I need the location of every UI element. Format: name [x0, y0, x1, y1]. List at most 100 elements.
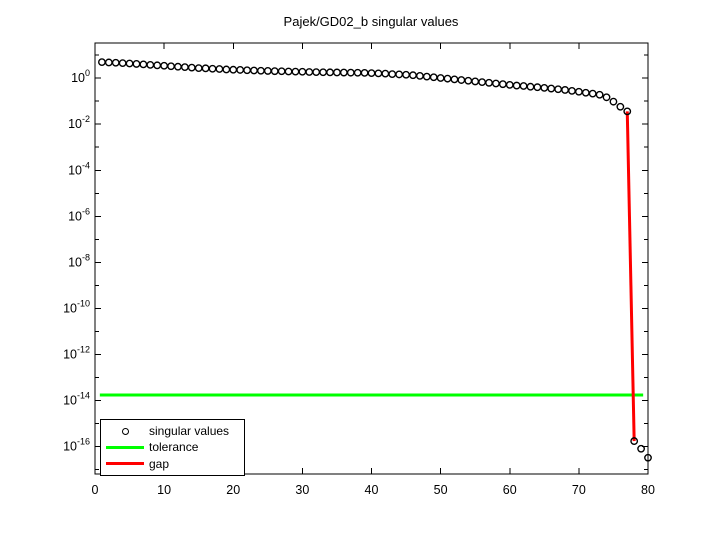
data-point — [568, 86, 576, 95]
data-point — [630, 437, 639, 445]
data-point — [574, 87, 583, 96]
data-point — [270, 67, 279, 76]
x-tick-label: 50 — [434, 483, 448, 497]
plot-border — [94, 42, 649, 475]
y-tick-label: 10-14 — [63, 390, 90, 407]
data-point — [339, 68, 348, 77]
data-point — [284, 67, 293, 76]
data-point — [450, 75, 459, 84]
data-point — [236, 66, 245, 74]
legend-item-tolerance: tolerance — [101, 439, 244, 455]
data-point — [277, 67, 286, 76]
data-point — [485, 78, 493, 87]
data-point — [533, 83, 542, 92]
data-point — [471, 77, 480, 86]
x-tick-label: 30 — [295, 483, 309, 497]
legend-item-singular-values: singular values — [101, 423, 244, 439]
data-point — [215, 65, 224, 73]
data-point — [346, 68, 355, 77]
data-point — [353, 68, 362, 77]
data-point — [229, 65, 238, 74]
data-point — [415, 71, 424, 80]
data-point — [436, 74, 445, 82]
data-point — [174, 62, 182, 71]
data-point — [457, 76, 466, 84]
data-point — [561, 86, 569, 94]
data-point — [602, 93, 611, 102]
data-point — [540, 83, 549, 92]
x-tick-label: 40 — [365, 483, 379, 497]
data-point — [547, 84, 556, 93]
data-point — [478, 78, 486, 87]
data-point — [111, 58, 120, 67]
gap-line — [625, 111, 636, 442]
data-point — [187, 63, 196, 72]
data-point — [298, 67, 307, 76]
data-point — [402, 70, 410, 79]
data-point — [305, 68, 314, 76]
data-point — [498, 80, 507, 89]
y-tick-label: 10-4 — [68, 160, 90, 177]
x-tick-label: 20 — [226, 483, 240, 497]
y-tick-label: 10-8 — [68, 252, 90, 269]
legend-label-tolerance: tolerance — [149, 440, 199, 455]
y-tick-label: 10-12 — [63, 344, 90, 361]
y-tick-label: 10-2 — [68, 114, 90, 131]
data-point — [395, 70, 404, 79]
legend-item-gap: gap — [101, 456, 244, 472]
data-point — [208, 64, 217, 73]
x-tick-label: 80 — [641, 483, 655, 497]
data-point — [637, 444, 645, 453]
x-tick-label: 0 — [92, 483, 99, 497]
data-point — [388, 70, 397, 78]
data-point — [98, 58, 106, 67]
data-point — [360, 69, 369, 77]
data-point — [554, 85, 563, 94]
data-point — [333, 68, 341, 77]
data-point — [644, 453, 652, 462]
data-point — [153, 61, 162, 70]
data-point — [118, 59, 127, 68]
data-point — [443, 74, 452, 83]
data-point — [505, 80, 514, 89]
data-point — [201, 64, 210, 73]
data-point — [180, 63, 189, 72]
data-point — [422, 72, 431, 81]
data-point — [381, 69, 390, 78]
data-point — [512, 81, 521, 90]
data-point — [595, 90, 604, 99]
legend-label-singular-values: singular values — [149, 424, 230, 439]
data-point — [194, 64, 203, 72]
data-point — [623, 107, 632, 116]
data-point — [222, 65, 231, 74]
data-point — [250, 66, 258, 75]
data-point — [139, 60, 148, 69]
x-tick-label: 10 — [157, 483, 171, 497]
data-point — [526, 82, 535, 91]
data-point — [104, 58, 113, 67]
x-tick-label: 70 — [572, 483, 586, 497]
data-point — [160, 61, 169, 70]
data-point — [263, 67, 272, 75]
data-point — [588, 89, 597, 98]
y-tick-label: 10-10 — [63, 298, 90, 315]
data-point — [319, 68, 328, 77]
data-point — [132, 60, 141, 68]
data-point — [519, 82, 528, 90]
data-point — [374, 69, 383, 78]
x-tick-label: 60 — [503, 483, 517, 497]
data-point — [243, 66, 251, 75]
data-point — [492, 79, 500, 88]
y-tick-label: 10-16 — [63, 436, 90, 453]
data-point — [616, 102, 625, 111]
data-point — [312, 68, 321, 77]
tolerance-line-icon — [106, 445, 144, 449]
circle-marker-swatch — [101, 427, 149, 435]
gap-line-swatch — [101, 462, 149, 466]
data-point — [146, 60, 155, 69]
gap-line-icon — [106, 462, 144, 466]
legend-label-gap: gap — [149, 456, 170, 471]
data-point — [291, 67, 300, 76]
